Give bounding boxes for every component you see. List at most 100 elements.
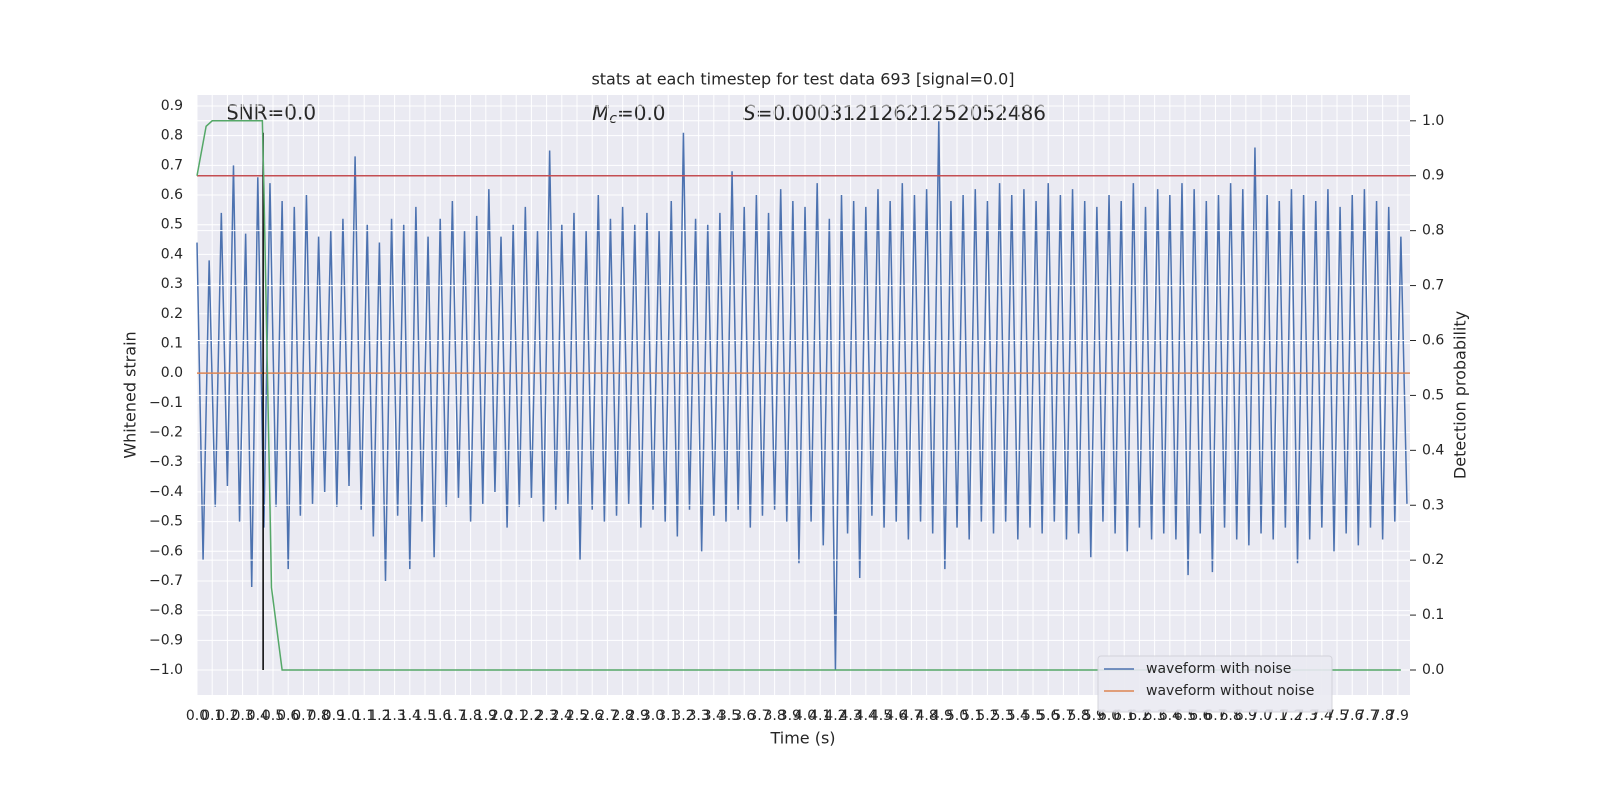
x-tick-label: 5.0 [946, 708, 968, 724]
y2-tick-label: 0.5 [1422, 387, 1444, 403]
x-tick-label: 2.9 [627, 708, 649, 724]
y-tick-label: 0.0 [161, 365, 183, 381]
series-line [196, 120, 1401, 671]
y2-tick-label: 0.1 [1422, 607, 1444, 623]
legend-label: waveform without noise [1146, 683, 1314, 699]
x-tick-label: 0.8 [307, 708, 329, 724]
x-tick-label: 1.4 [399, 708, 421, 724]
annotation-symbol: S [743, 101, 756, 125]
y-tick-label: 0.3 [161, 276, 183, 292]
y2-tick-label: 0.2 [1422, 552, 1444, 568]
x-tick-label: 4.7 [900, 708, 922, 724]
x-tick-label: 3.2 [672, 708, 694, 724]
y2-tick-label: 0.3 [1422, 497, 1444, 513]
x-tick-label: 0.1 [201, 708, 223, 724]
x-tick-label: 7.7 [1356, 708, 1378, 724]
x-axis-label: Time (s) [769, 729, 835, 748]
x-tick-label: 3.1 [657, 708, 679, 724]
y-tick-label: 0.4 [161, 246, 183, 262]
y-tick-label: 0.2 [161, 306, 183, 322]
x-tick-label: 1.3 [383, 708, 405, 724]
x-tick-label: 1.8 [459, 708, 481, 724]
x-tick-label: 7.6 [1341, 708, 1363, 724]
y-tick-label: 0.1 [161, 335, 183, 351]
x-tick-label: 4.6 [885, 708, 907, 724]
x-tick-label: 7.8 [1372, 708, 1394, 724]
series-line [196, 120, 1408, 671]
x-tick-label: 2.4 [551, 708, 573, 724]
x-tick-label: 1.7 [444, 708, 466, 724]
x-tick-label: 2.3 [535, 708, 557, 724]
x-tick-label: 1.5 [414, 708, 436, 724]
y2-axis-label: Detection probability [1451, 311, 1470, 479]
x-tick-label: 0.4 [247, 708, 269, 724]
x-tick-label: 5.2 [976, 708, 998, 724]
y-tick-label: 0.9 [161, 98, 183, 114]
legend-label: waveform with noise [1146, 661, 1291, 677]
y-tick-label: −0.8 [149, 603, 183, 619]
x-tick-label: 5.1 [961, 708, 983, 724]
y2-tick-label: 0.6 [1422, 332, 1444, 348]
x-tick-label: 0.5 [262, 708, 284, 724]
x-tick-label: 0.0 [186, 708, 208, 724]
y-tick-label: 0.7 [161, 157, 183, 173]
x-tick-label: 4.9 [931, 708, 953, 724]
y-tick-label: −1.0 [149, 662, 183, 678]
x-tick-label: 4.4 [855, 708, 877, 724]
x-tick-label: 3.4 [703, 708, 725, 724]
y-axis-label: Whitened strain [121, 331, 140, 458]
x-tick-label: 5.5 [1022, 708, 1044, 724]
x-tick-label: 2.8 [611, 708, 633, 724]
y-tick-label: −0.7 [149, 573, 183, 589]
x-tick-label: 2.1 [505, 708, 527, 724]
y2-tick-label: 0.4 [1422, 442, 1444, 458]
legend [1097, 655, 1333, 713]
y-tick-label: −0.3 [149, 454, 183, 470]
x-tick-label: 0.7 [292, 708, 314, 724]
x-tick-label: 1.9 [475, 708, 497, 724]
x-tick-label: 1.0 [338, 708, 360, 724]
x-tick-label: 3.6 [733, 708, 755, 724]
x-tick-label: 7.5 [1326, 708, 1348, 724]
y-tick-label: 0.6 [161, 187, 183, 203]
x-tick-label: 0.3 [231, 708, 253, 724]
y2-tick-label: 0.9 [1422, 168, 1444, 184]
y-tick-label: −0.6 [149, 543, 183, 559]
x-tick-label: 2.5 [566, 708, 588, 724]
x-tick-label: 0.6 [277, 708, 299, 724]
annotation-subscript: c [609, 111, 617, 127]
x-tick-label: 4.5 [870, 708, 892, 724]
x-tick-label: 5.7 [1052, 708, 1074, 724]
x-tick-label: 4.0 [794, 708, 816, 724]
annotation: Mc=0.0 [592, 101, 666, 128]
x-tick-label: 0.2 [216, 708, 238, 724]
x-tick-label: 1.1 [353, 708, 375, 724]
y-tick-label: −0.5 [149, 514, 183, 530]
y-tick-label: −0.2 [149, 425, 183, 441]
y-tick-label: −0.9 [149, 632, 183, 648]
y-tick-label: −0.4 [149, 484, 183, 500]
x-tick-label: 4.2 [824, 708, 846, 724]
x-tick-label: 3.8 [763, 708, 785, 724]
y-tick-label: 0.5 [161, 217, 183, 233]
x-tick-label: 2.7 [596, 708, 618, 724]
x-tick-label: 3.7 [748, 708, 770, 724]
x-tick-label: 3.0 [642, 708, 664, 724]
y2-tick-label: 0.8 [1422, 223, 1444, 239]
x-tick-label: 5.3 [991, 708, 1013, 724]
y-tick-label: −0.1 [149, 395, 183, 411]
y-tick-label: 0.8 [161, 128, 183, 144]
y2-tick-label: 0.7 [1422, 278, 1444, 294]
chart-title: stats at each timestep for test data 693… [591, 70, 1014, 89]
x-tick-label: 1.2 [368, 708, 390, 724]
annotation-symbol: M [592, 101, 609, 125]
x-tick-label: 7.9 [1387, 708, 1409, 724]
x-tick-label: 5.6 [1037, 708, 1059, 724]
x-tick-label: 3.3 [687, 708, 709, 724]
x-tick-label: 4.1 [809, 708, 831, 724]
x-tick-label: 1.6 [429, 708, 451, 724]
x-tick-label: 2.2 [520, 708, 542, 724]
x-tick-label: 2.6 [581, 708, 603, 724]
y2-tick-label: 1.0 [1422, 113, 1444, 129]
